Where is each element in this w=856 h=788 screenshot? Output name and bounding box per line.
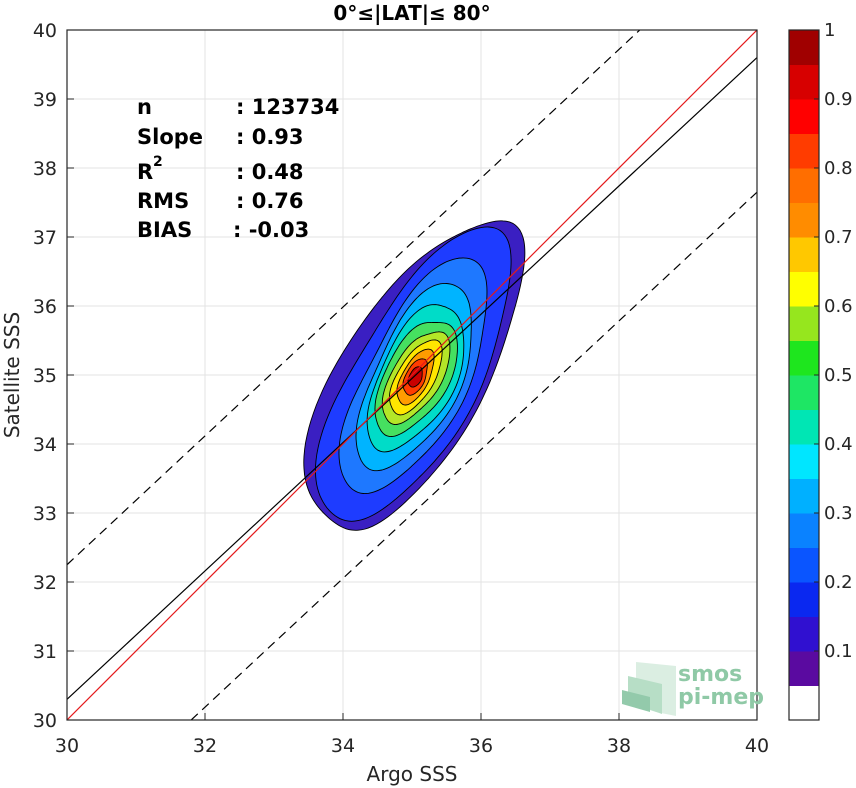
x-tick-label-2: 34 <box>331 735 355 757</box>
colorbar-bin-3 <box>789 582 819 617</box>
colorbar-bin-17 <box>789 99 819 134</box>
colorbar-tick-label-6: 0.7 <box>824 227 853 248</box>
colorbar-bin-8 <box>789 409 819 445</box>
stat-rms-label: RMS <box>137 189 189 213</box>
x-axis-label: Argo SSS <box>367 762 458 786</box>
colorbar-bin-15 <box>789 168 819 203</box>
x-tick-label-4: 38 <box>607 735 631 757</box>
y-tick-label-7: 37 <box>33 227 57 249</box>
colorbar-tick-label-4: 0.5 <box>824 365 853 386</box>
colorbar-bin-2 <box>789 616 819 652</box>
colorbar-bin-12 <box>789 271 819 307</box>
colorbar-bin-0 <box>789 685 819 721</box>
y-tick-label-5: 35 <box>33 365 57 387</box>
colorbar-bin-18 <box>789 64 819 100</box>
colorbar-bin-1 <box>789 651 819 686</box>
smos-pi-mep-logo: smos pi-mep <box>622 662 764 716</box>
colorbar-tick-label-7: 0.8 <box>824 158 853 179</box>
stats-box: n : 123734 Slope : 0.93 R 2 : 0.48 RMS :… <box>137 95 339 242</box>
colorbar-bin-13 <box>789 237 819 272</box>
colorbar-bin-5 <box>789 513 819 548</box>
stat-r2-sup: 2 <box>153 154 163 170</box>
y-tick-label-1: 31 <box>33 641 57 663</box>
stat-n-label: n <box>137 95 152 119</box>
colorbar-bin-16 <box>789 133 819 169</box>
logo-wave-icon <box>622 662 676 716</box>
stat-bias-label: BIAS <box>137 218 192 242</box>
y-tick-label-2: 32 <box>33 572 57 594</box>
colorbar-bin-10 <box>789 340 819 376</box>
y-tick-label-10: 40 <box>33 20 57 42</box>
colorbar-tick-label-2: 0.3 <box>824 503 853 524</box>
colorbar-bin-11 <box>789 306 819 341</box>
colorbar-bin-7 <box>789 444 819 479</box>
colorbar-tick-label-1: 0.2 <box>824 572 853 593</box>
logo-text-pi-mep: pi-mep <box>678 685 764 710</box>
colorbar-tick-label-5: 0.6 <box>824 296 853 317</box>
stat-r2-label: R <box>137 160 153 184</box>
reference-lines <box>67 30 757 720</box>
colorbar-ticks: 0.1 0.2 0.3 0.4 0.5 0.6 0.7 0.8 0.9 1 <box>814 20 853 662</box>
colorbar <box>789 30 819 721</box>
colorbar-tick-label-0: 0.1 <box>824 641 853 662</box>
x-tick-label-5: 40 <box>745 735 769 757</box>
x-axis-ticks: 30 32 34 36 38 40 <box>55 713 769 757</box>
colorbar-bin-4 <box>789 547 819 583</box>
stat-rms-value: : 0.76 <box>236 189 304 213</box>
colorbar-tick-label-9: 1 <box>824 20 835 41</box>
y-axis-label: Satellite SSS <box>0 312 24 438</box>
chart-title: 0°≤|LAT|≤ 80° <box>333 1 490 25</box>
y-tick-label-3: 33 <box>33 503 57 525</box>
upper-dashed-line <box>67 30 641 566</box>
colorbar-bin-6 <box>789 478 819 514</box>
x-tick-label-3: 36 <box>469 735 493 757</box>
y-tick-label-4: 34 <box>33 434 57 456</box>
stat-slope-value: : 0.93 <box>236 125 304 149</box>
y-tick-label-9: 39 <box>33 89 57 111</box>
lower-dashed-line <box>190 191 757 720</box>
colorbar-bin-14 <box>789 202 819 238</box>
stat-r2-value: : 0.48 <box>236 160 304 184</box>
identity-line <box>67 30 757 720</box>
colorbar-bin-9 <box>789 375 819 410</box>
y-tick-label-6: 36 <box>33 296 57 318</box>
y-tick-label-8: 38 <box>33 158 57 180</box>
stat-n-value: : 123734 <box>236 95 339 119</box>
logo-text-smos: smos <box>678 662 742 687</box>
colorbar-tick-label-8: 0.9 <box>824 89 853 110</box>
fit-line <box>67 57 757 700</box>
colorbar-bin-19 <box>789 30 819 65</box>
stat-bias-value: : -0.03 <box>233 218 309 242</box>
y-axis-ticks: 30 31 32 33 34 35 36 37 38 39 40 <box>33 20 74 732</box>
stat-slope-label: Slope <box>137 125 203 149</box>
x-tick-label-1: 32 <box>193 735 217 757</box>
x-tick-label-0: 30 <box>55 735 79 757</box>
y-tick-label-0: 30 <box>33 710 57 732</box>
colorbar-tick-label-3: 0.4 <box>824 434 853 455</box>
